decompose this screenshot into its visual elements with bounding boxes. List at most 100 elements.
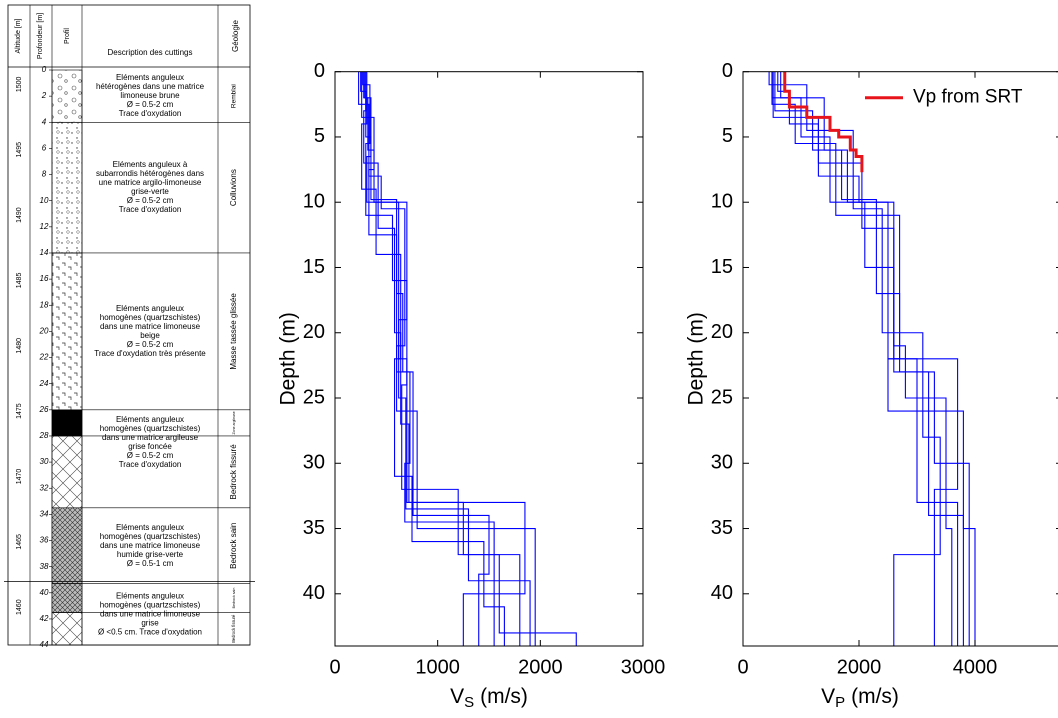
altitude-tick-label: 1480 — [16, 338, 23, 354]
depth-tick-label: 40 — [40, 588, 49, 597]
depth-tick-label: 6 — [42, 144, 47, 153]
description-line: grise — [141, 618, 159, 627]
velocity-profile — [771, 71, 976, 646]
y-tick-label: 10 — [711, 191, 733, 213]
description-line: Ø = 0.5-2 cm — [127, 196, 174, 205]
depth-tick-label: 16 — [40, 274, 49, 283]
velocity-profile — [363, 71, 521, 646]
description-line: dans une matrice argileuse — [102, 433, 199, 442]
y-axis-label: Depth (m) — [685, 312, 708, 405]
altitude-tick-label: 1470 — [16, 469, 23, 485]
profile-layer — [51, 252, 83, 411]
x-axis-label-part: S — [464, 694, 474, 711]
description-line: grise-verte — [131, 187, 169, 196]
depth-tick-label: 20 — [39, 327, 49, 336]
y-axis-label: Depth (m) — [277, 312, 300, 405]
y-tick-label: 25 — [711, 386, 733, 408]
depth-tick-label: 0 — [42, 65, 47, 74]
geology-label: Bedrock fissuré — [231, 614, 236, 643]
x-tick-label: 3000 — [621, 656, 666, 678]
depth-tick-label: 36 — [40, 536, 49, 545]
header-altitude: Altitude [m] — [15, 18, 22, 53]
depth-tick-label: 8 — [42, 170, 47, 179]
profile-layer — [51, 435, 83, 509]
y-tick-label: 0 — [722, 60, 733, 82]
altitude-tick-label: 1490 — [16, 207, 23, 223]
x-tick-label: 0 — [737, 656, 748, 678]
description-line: homogènes (quartzschistes) — [100, 424, 201, 433]
description-line: subarrondis hétérogènes dans — [96, 169, 204, 178]
depth-tick-label: 42 — [40, 614, 49, 623]
y-tick-label: 15 — [711, 256, 733, 278]
altitude-tick-label: 1475 — [16, 403, 23, 419]
description-line: Ø = 0.5-2 cm — [127, 100, 174, 109]
description-line: une matrice argilo-limoneuse — [99, 178, 202, 187]
named-profile — [783, 71, 864, 173]
y-tick-label: 40 — [303, 582, 325, 604]
velocity-profile — [363, 71, 526, 646]
header-profile: Profil — [64, 28, 71, 44]
description-line: Eléments anguleux — [116, 523, 184, 532]
y-tick-label: 35 — [711, 517, 733, 539]
altitude-tick-label: 1485 — [16, 273, 23, 289]
profile-layer — [51, 583, 83, 613]
geology-label: Zone argileuse — [232, 411, 236, 434]
geology-label: Masse tassée glissée — [229, 293, 238, 370]
depth-tick-label: 14 — [40, 248, 49, 257]
x-axis-label-part: (m/s) — [851, 685, 899, 708]
plot-area — [358, 71, 577, 646]
plot-area — [768, 71, 976, 646]
altitude-tick-label: 1460 — [16, 599, 23, 615]
x-tick-label: 2000 — [518, 656, 563, 678]
profile-layer — [51, 612, 83, 646]
velocity-profile — [780, 71, 959, 646]
depth-tick-label: 22 — [39, 353, 49, 362]
y-tick-label: 5 — [722, 125, 733, 147]
description-line: grise foncée — [128, 442, 172, 451]
description-line: Eléments anguleux — [116, 591, 184, 600]
x-axis-label-part: V — [450, 685, 464, 708]
y-tick-label: 0 — [314, 60, 325, 82]
depth-tick-label: 34 — [40, 509, 49, 518]
y-tick-label: 15 — [303, 256, 325, 278]
y-tick-label: 40 — [711, 582, 733, 604]
description-line: Ø <0.5 cm. Trace d'oxydation — [98, 627, 202, 636]
profile-layer — [51, 121, 83, 254]
y-tick-label: 10 — [303, 191, 325, 213]
altitude-tick-label: 1500 — [16, 76, 23, 92]
depth-tick-label: 24 — [39, 379, 49, 388]
description-line: Eléments anguleux — [116, 73, 184, 82]
y-tick-label: 30 — [711, 452, 733, 474]
x-axis-label: VS (m/s) — [450, 685, 528, 711]
altitude-tick-label: 1495 — [16, 142, 23, 158]
x-axis-label-part: V — [821, 685, 835, 708]
velocity-profile — [361, 71, 495, 646]
depth-tick-label: 10 — [40, 196, 49, 205]
description-line: Ø = 0.5-2 cm — [127, 451, 174, 460]
depth-tick-label: 44 — [40, 640, 49, 649]
x-axis-label-part: (m/s) — [480, 685, 528, 708]
description-line: Trace d'oxydation — [119, 460, 182, 469]
description-line: homogènes (quartzschistes) — [100, 532, 201, 541]
altitude-tick-label: 1465 — [16, 534, 23, 550]
x-tick-label: 4000 — [953, 656, 998, 678]
depth-tick-label: 30 — [40, 457, 49, 466]
header-depth: Profondeur [m] — [37, 13, 44, 59]
velocity-profile — [362, 71, 577, 646]
description-line: limoneuse brune — [120, 91, 180, 100]
y-tick-label: 35 — [303, 517, 325, 539]
description-line: homogènes (quartzschistes) — [100, 600, 201, 609]
velocity-profile — [358, 71, 536, 646]
depth-tick-label: 26 — [39, 405, 49, 414]
depth-tick-label: 32 — [40, 483, 49, 492]
header-description: Description des cuttings — [108, 48, 193, 57]
velocity-profile — [768, 71, 941, 646]
depth-tick-label: 38 — [40, 562, 49, 571]
description-line: homogènes (quartzschistes) — [100, 313, 201, 322]
profile-layer — [51, 409, 83, 437]
y-tick-label: 20 — [303, 321, 325, 343]
axes-frame — [334, 71, 644, 647]
description-line: dans une matrice limoneuse — [100, 609, 201, 618]
